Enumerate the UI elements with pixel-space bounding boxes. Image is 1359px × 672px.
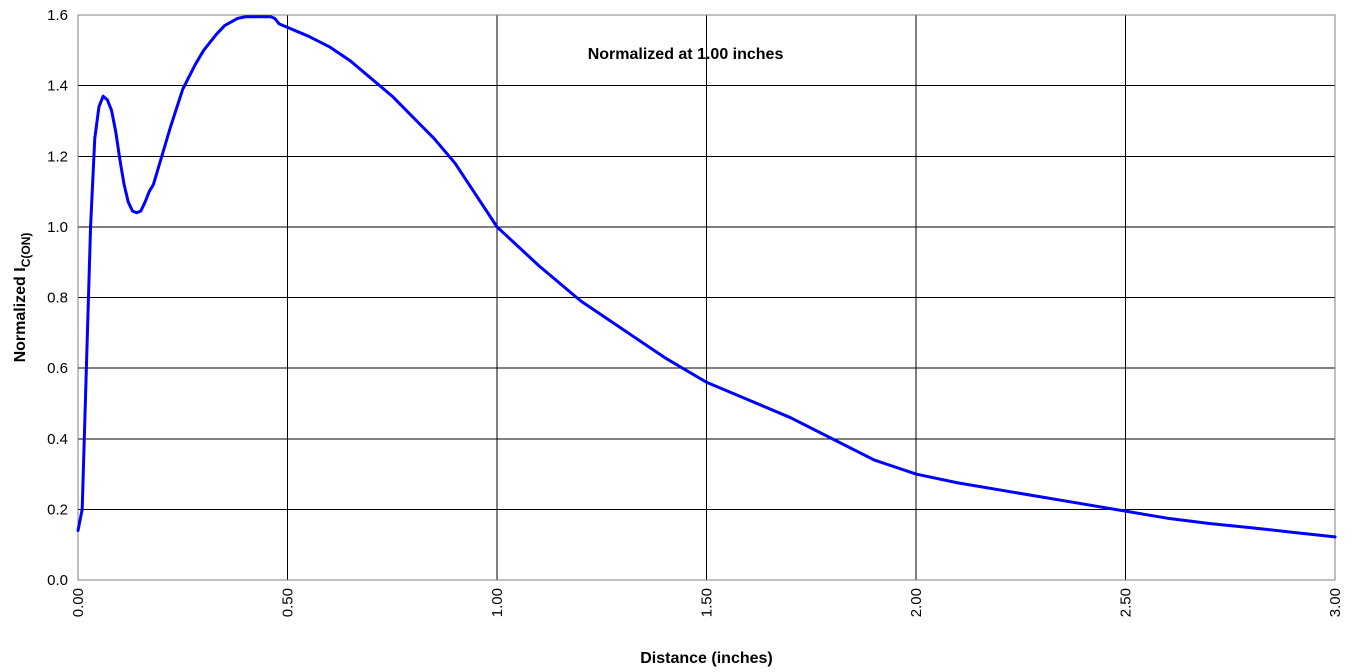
y-tick-label: 0.8 bbox=[47, 290, 68, 307]
y-axis-title: Normalized IC(ON) bbox=[12, 233, 33, 363]
annotations: Normalized at 1.00 inches bbox=[588, 46, 784, 63]
y-axis-title-main: Normalized I bbox=[12, 267, 29, 362]
plot-area-border bbox=[77, 14, 1336, 581]
x-tick-label: 0.00 bbox=[70, 588, 87, 617]
y-tick-label: 0.2 bbox=[47, 501, 68, 518]
y-tick-label: 1.6 bbox=[47, 7, 68, 24]
y-axis-title-subscript: C(ON) bbox=[19, 233, 33, 268]
x-axis-title: Distance (inches) bbox=[640, 650, 772, 667]
series-line bbox=[76, 15, 1337, 539]
normalization-annotation: Normalized at 1.00 inches bbox=[588, 46, 784, 63]
x-axis-tick-labels: 0.00 0.50 1.00 1.50 2.00 2.50 3.00 bbox=[70, 588, 1344, 617]
grid-lines bbox=[77, 14, 1336, 581]
x-tick-label: 3.00 bbox=[1327, 588, 1344, 617]
y-axis-tick-labels: 0.0 0.2 0.4 0.6 0.8 1.0 1.2 1.4 1.6 bbox=[47, 7, 68, 589]
y-tick-label: 1.2 bbox=[47, 148, 68, 165]
y-tick-label: 0.0 bbox=[47, 572, 68, 589]
y-tick-label: 0.6 bbox=[47, 360, 68, 377]
x-tick-label: 2.00 bbox=[908, 588, 925, 617]
y-tick-label: 1.4 bbox=[47, 78, 68, 95]
x-tick-label: 1.00 bbox=[489, 588, 506, 617]
y-tick-label: 0.4 bbox=[47, 431, 68, 448]
y-tick-label: 1.0 bbox=[47, 219, 68, 236]
x-tick-label: 0.50 bbox=[280, 588, 297, 617]
series-layer bbox=[76, 15, 1337, 539]
x-tick-label: 2.50 bbox=[1118, 588, 1135, 617]
x-tick-label: 1.50 bbox=[699, 588, 716, 617]
